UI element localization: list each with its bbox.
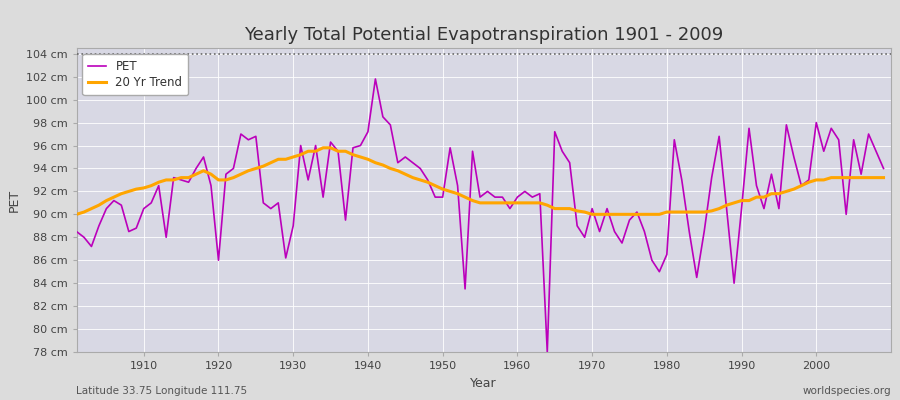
Line: PET: PET (76, 79, 884, 352)
Legend: PET, 20 Yr Trend: PET, 20 Yr Trend (83, 54, 188, 95)
20 Yr Trend (295, 152, 306, 157)
PET (340, 218, 351, 222)
PET (878, 166, 889, 171)
Y-axis label: PET: PET (7, 188, 21, 212)
Text: worldspecies.org: worldspecies.org (803, 386, 891, 396)
PET (130, 226, 141, 230)
PET (519, 189, 530, 194)
20 Yr Trend (519, 200, 530, 205)
20 Yr Trend (71, 212, 82, 217)
PET (71, 229, 82, 234)
20 Yr Trend (130, 187, 141, 192)
Line: 20 Yr Trend: 20 Yr Trend (76, 148, 884, 214)
20 Yr Trend (609, 212, 620, 217)
PET (542, 350, 553, 354)
PET (616, 241, 627, 246)
Title: Yearly Total Potential Evapotranspiration 1901 - 2009: Yearly Total Potential Evapotranspiratio… (244, 26, 724, 44)
PET (295, 143, 306, 148)
20 Yr Trend (318, 146, 328, 150)
Text: Latitude 33.75 Longitude 111.75: Latitude 33.75 Longitude 111.75 (76, 386, 248, 396)
20 Yr Trend (347, 152, 358, 157)
PET (512, 195, 523, 200)
20 Yr Trend (878, 175, 889, 180)
X-axis label: Year: Year (471, 376, 497, 390)
PET (370, 76, 381, 81)
20 Yr Trend (512, 200, 523, 205)
